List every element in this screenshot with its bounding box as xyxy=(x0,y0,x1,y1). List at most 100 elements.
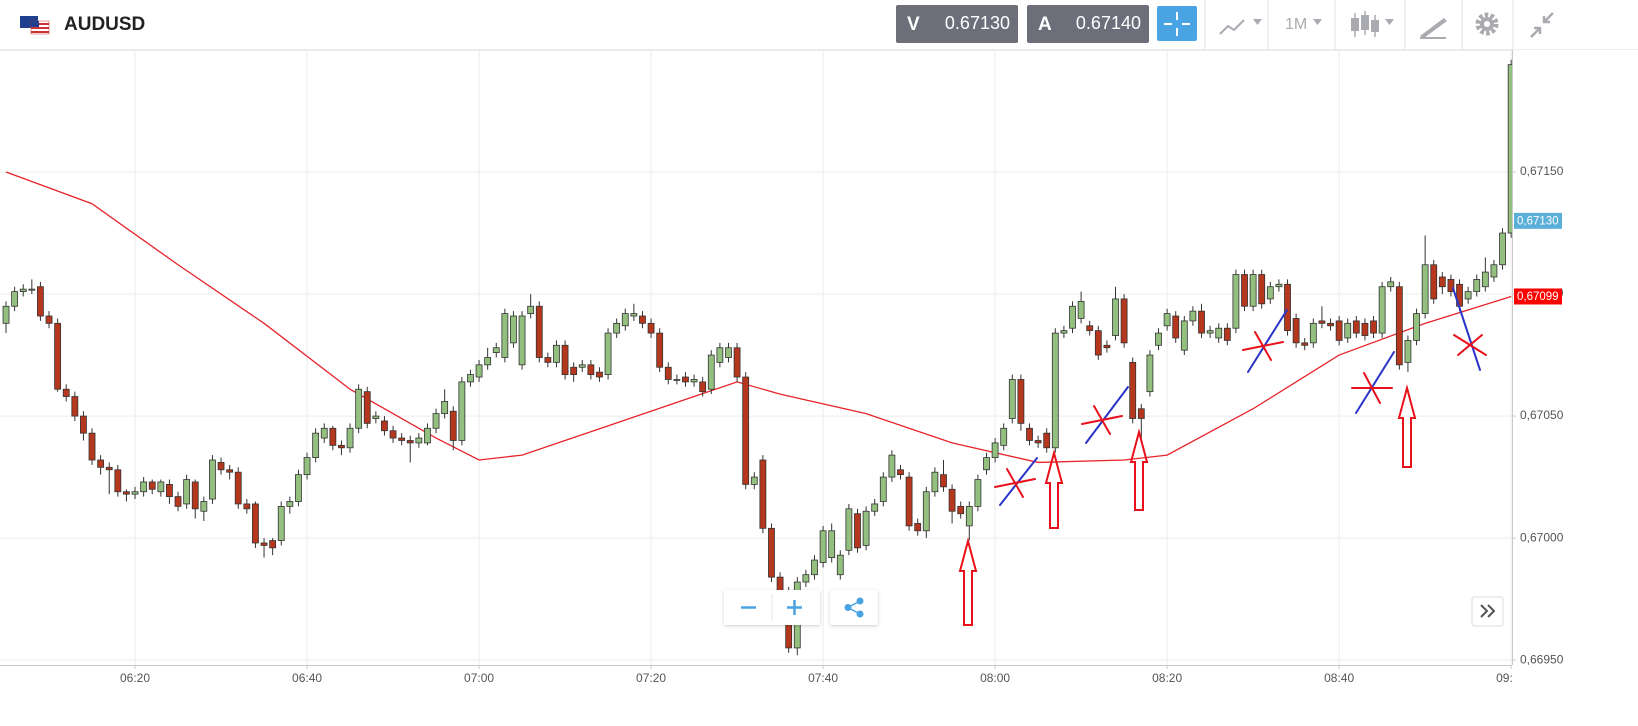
candle-body xyxy=(252,503,259,544)
candle-body xyxy=(406,440,414,444)
header-bg xyxy=(0,0,1638,50)
zoom-controls xyxy=(724,590,820,625)
candle-body xyxy=(234,471,242,505)
zoom-in-button[interactable] xyxy=(787,600,802,615)
candle-body xyxy=(905,476,913,527)
candle-body xyxy=(191,481,199,510)
candle-body xyxy=(37,286,44,317)
trend-line xyxy=(1247,309,1288,373)
settings-button[interactable] xyxy=(1475,12,1499,36)
candle-body xyxy=(570,366,578,375)
candle-body xyxy=(217,462,225,471)
candle-body xyxy=(553,344,560,363)
candle-body xyxy=(819,530,827,563)
candle-body xyxy=(1112,298,1119,336)
candle-body xyxy=(1481,271,1489,288)
candle-body xyxy=(114,469,122,493)
candle-body xyxy=(716,347,724,363)
candle-body xyxy=(1344,322,1352,339)
indicator-button[interactable] xyxy=(1219,19,1262,35)
candle-body xyxy=(707,354,715,390)
candle-body xyxy=(45,315,53,324)
candle-body xyxy=(475,364,483,378)
price-tag-label: 0,67130 xyxy=(1517,215,1559,227)
candle-body xyxy=(269,540,277,549)
candle-body xyxy=(260,542,268,546)
candle-body xyxy=(733,347,741,378)
trend-line xyxy=(1452,287,1481,371)
collapse-button[interactable] xyxy=(1530,12,1554,38)
candle-body xyxy=(596,371,603,378)
cross-mark xyxy=(994,468,1036,498)
sell-button[interactable]: V 0.67130 xyxy=(896,5,1018,43)
candle-body xyxy=(432,413,440,429)
candle-body xyxy=(243,503,251,510)
candle-body xyxy=(2,305,10,324)
candle-body xyxy=(630,313,638,317)
candle-body xyxy=(166,484,173,498)
candle-body xyxy=(1507,64,1512,234)
candle-body xyxy=(1232,274,1240,329)
candle-body xyxy=(897,469,904,476)
candle-body xyxy=(862,510,870,546)
candle-body xyxy=(879,476,887,502)
buy-button[interactable]: A 0.67140 xyxy=(1027,5,1149,43)
candle-body xyxy=(54,322,62,390)
candle-body xyxy=(1043,432,1051,449)
arrow xyxy=(1044,449,1064,529)
share-button[interactable] xyxy=(830,590,878,625)
candle-body xyxy=(854,513,861,549)
x-tick-label: 07:20 xyxy=(636,671,666,685)
trend-line xyxy=(1085,386,1129,444)
candle-body xyxy=(535,305,543,358)
cross-marks xyxy=(994,331,1487,498)
chart-type-button[interactable] xyxy=(1351,11,1394,37)
candle-body xyxy=(1086,325,1094,332)
candle-body xyxy=(398,437,406,441)
candle-body xyxy=(209,459,216,500)
annotations xyxy=(958,287,1487,626)
candle-body xyxy=(682,376,689,383)
cross-mark xyxy=(1242,331,1284,361)
candle-body xyxy=(587,364,595,375)
candle-body xyxy=(914,523,922,532)
candle-body xyxy=(441,401,449,415)
scroll-right-button[interactable] xyxy=(1471,596,1504,627)
candle-body xyxy=(1413,313,1420,341)
candle-body xyxy=(768,527,775,578)
candle-body xyxy=(1370,320,1377,334)
crosshair-button[interactable] xyxy=(1157,6,1197,41)
y-tick-label: 0,66950 xyxy=(1520,652,1564,666)
candle-body xyxy=(518,315,526,366)
candle-body xyxy=(802,574,810,583)
x-tick-label: 07:00 xyxy=(464,671,494,685)
candle-body xyxy=(690,379,698,383)
candle-body xyxy=(97,459,105,468)
timeframe-button[interactable]: 1M xyxy=(1285,16,1322,33)
candle-body xyxy=(1249,274,1257,307)
candle-body xyxy=(974,479,982,507)
candle-body xyxy=(845,508,853,551)
candle-body xyxy=(458,381,466,441)
candle-body xyxy=(381,420,388,432)
candle-body xyxy=(664,366,672,380)
candle-body xyxy=(940,474,947,488)
candle-body xyxy=(1275,283,1283,288)
y-tick-label: 0,67000 xyxy=(1520,530,1564,544)
candle-body xyxy=(1395,286,1403,366)
candle-body xyxy=(836,554,844,576)
candle-body xyxy=(1069,305,1076,329)
candle-body xyxy=(1000,427,1008,446)
candle-body xyxy=(1387,281,1395,288)
candle-body xyxy=(1215,327,1223,339)
candle-body xyxy=(1026,427,1033,441)
candle-body xyxy=(561,344,569,375)
candle-body xyxy=(604,332,612,375)
candle-body xyxy=(811,559,818,576)
candle-body xyxy=(1318,320,1326,324)
candle-body xyxy=(750,476,758,485)
candle-body xyxy=(1490,264,1498,278)
candle-body xyxy=(510,315,517,344)
draw-button[interactable] xyxy=(1420,18,1447,39)
candle-body xyxy=(424,427,431,444)
